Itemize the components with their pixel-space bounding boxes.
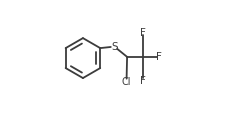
Text: F: F	[140, 76, 146, 86]
Text: Cl: Cl	[121, 77, 131, 87]
Text: F: F	[140, 28, 146, 38]
Text: F: F	[155, 52, 161, 62]
Text: S: S	[111, 42, 117, 52]
